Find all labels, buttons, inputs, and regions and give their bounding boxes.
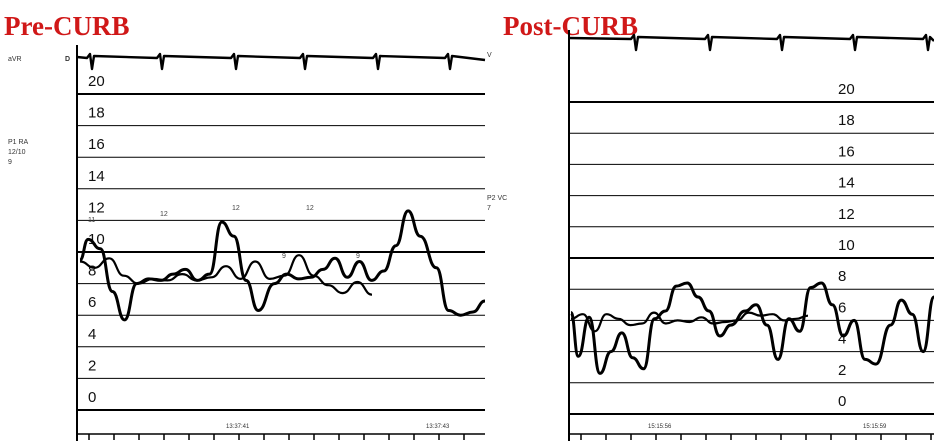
pre-ecg-marker-label: D bbox=[65, 56, 70, 63]
y-tick-label-8: 8 bbox=[838, 268, 846, 285]
time-stamp-label-2: 15:15:59 bbox=[863, 424, 887, 430]
y-tick-label-18: 18 bbox=[88, 105, 105, 122]
time-stamp-label-2: 13:37:43 bbox=[426, 424, 450, 430]
pre-ecg-lead-label: aVR bbox=[8, 56, 22, 63]
y-tick-label-16: 16 bbox=[838, 143, 855, 160]
y-tick-label-18: 18 bbox=[838, 112, 855, 129]
ecg-trace bbox=[568, 33, 934, 52]
y-tick-label-2: 2 bbox=[838, 362, 846, 379]
post-curb-panel: 0 2 4 6 8 10 12 14 16 18 20 15:15:56 15:15:59 bbox=[568, 30, 934, 441]
post-curb-title: Post-CURB bbox=[503, 11, 638, 41]
y-tick-label-2: 2 bbox=[88, 357, 96, 374]
y-tick-label-6: 6 bbox=[838, 299, 846, 316]
y-tick-label-4: 4 bbox=[838, 331, 846, 348]
pressure-waveform bbox=[79, 209, 486, 322]
y-tick-label-12: 12 bbox=[838, 206, 855, 223]
pressure-waveform bbox=[569, 281, 934, 375]
pre-pressure-mean-label: 9 bbox=[8, 159, 12, 166]
time-stamp-label-1: 15:15:56 bbox=[648, 424, 672, 430]
y-tick-label-4: 4 bbox=[88, 326, 96, 343]
peak-annotation-label: 12 bbox=[232, 205, 240, 212]
post-ecg-lead-label: V bbox=[487, 52, 492, 59]
mean-pressure-trace bbox=[79, 254, 373, 296]
y-tick-label-0: 0 bbox=[838, 393, 846, 410]
pre-pressure-channel-label: P1 RA bbox=[8, 139, 29, 146]
pre-right-value-label: 7 bbox=[487, 205, 491, 212]
y-tick-label-6: 6 bbox=[88, 294, 96, 311]
y-tick-label-10: 10 bbox=[838, 237, 855, 254]
y-tick-label-8: 8 bbox=[88, 263, 96, 280]
pre-right-channel-label: P2 VC bbox=[487, 195, 507, 202]
mean-pressure-trace bbox=[570, 311, 809, 333]
y-tick-label-14: 14 bbox=[838, 175, 855, 192]
pre-pressure-reading-label: 12/10 bbox=[8, 149, 26, 156]
y-tick-label-16: 16 bbox=[88, 136, 105, 153]
ecg-trace bbox=[76, 52, 486, 71]
y-tick-label-0: 0 bbox=[88, 389, 96, 406]
peak-annotation-label: 12 bbox=[160, 211, 168, 218]
peak-annotation-label: 12 bbox=[306, 205, 314, 212]
y-tick-label-14: 14 bbox=[88, 168, 105, 185]
peak-annotation-label: 9 bbox=[356, 253, 360, 260]
y-tick-label-20: 20 bbox=[838, 81, 855, 98]
peak-annotation-label: 9 bbox=[282, 253, 286, 260]
y-tick-label-20: 20 bbox=[88, 73, 105, 90]
time-stamp-label-1: 13:37:41 bbox=[226, 424, 250, 430]
pre-curb-title: Pre-CURB bbox=[4, 11, 129, 41]
y-tick-label-12: 12 bbox=[88, 199, 105, 216]
peak-annotation-label: 11 bbox=[88, 217, 95, 224]
